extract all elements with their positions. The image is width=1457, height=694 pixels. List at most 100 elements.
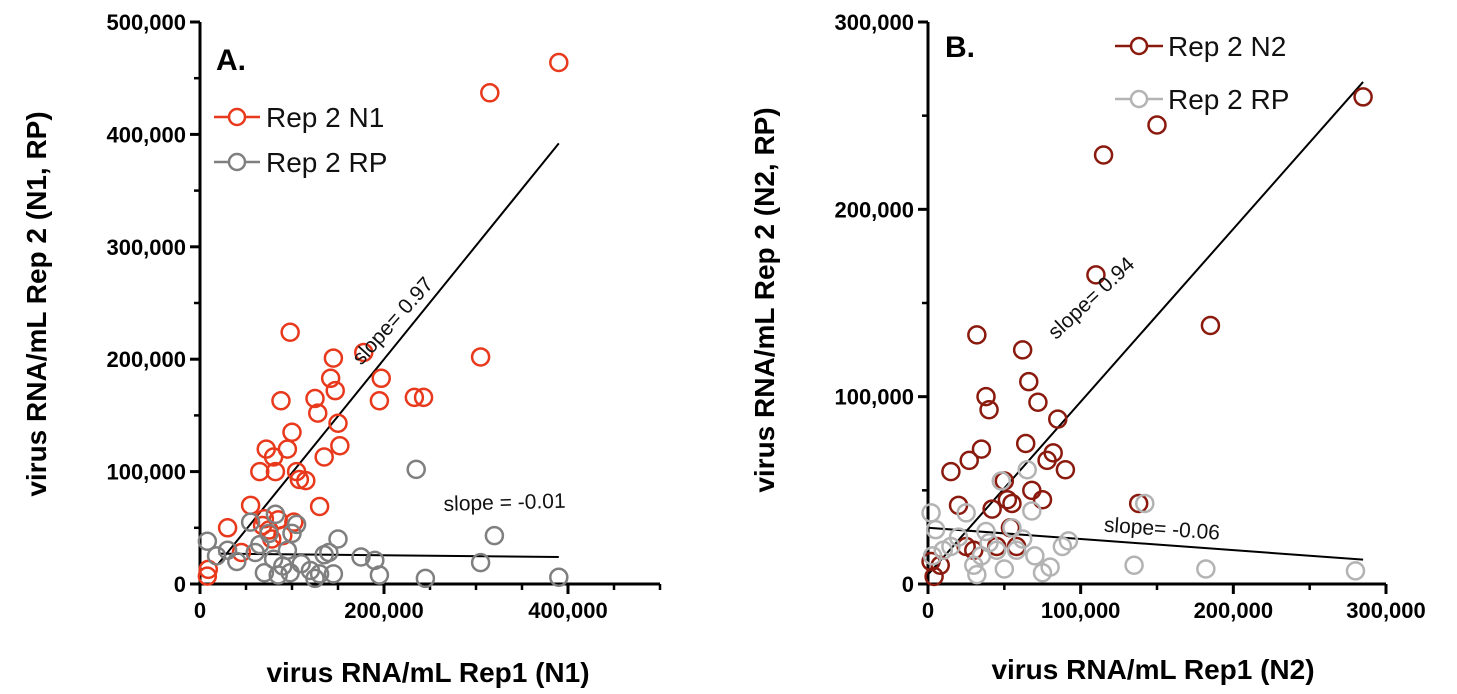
panel-b-chart: 0 100,000 200,000 300,000 0 100,000 200,000 300…	[749, 10, 1426, 685]
fit-line-1	[217, 142, 560, 565]
y-tick-label: 0	[174, 572, 186, 597]
data-point-b-series1	[997, 489, 1018, 510]
y-tick-label: 500,000	[106, 10, 186, 35]
data-point-a-series2	[470, 552, 491, 573]
data-point-a-series1	[277, 439, 298, 459]
data-point-b-series2	[948, 527, 969, 547]
data-point-a-series1	[284, 512, 304, 532]
data-point-a-series2	[305, 568, 325, 589]
data-point-b-series1	[1128, 493, 1149, 514]
y-tick-label: 200,000	[106, 347, 186, 372]
data-point-a-series1	[265, 461, 286, 482]
slope-annotation: slope= -0.06	[1103, 514, 1220, 545]
data-point-b-series1	[1086, 265, 1106, 285]
data-point-a-series1	[309, 496, 330, 517]
y-tick-label: 200,000	[834, 197, 914, 222]
data-point-a-series2	[484, 525, 505, 546]
data-point-a-series2	[265, 504, 286, 525]
data-point-b-series2	[1006, 540, 1027, 561]
panel-b-label: B.	[945, 31, 975, 64]
data-point-a-series2	[197, 531, 218, 552]
data-point-a-series2	[415, 568, 436, 589]
y-tick-label: 300,000	[834, 10, 914, 35]
legend-label-rep2-rp-b: Rep 2 RP	[1168, 84, 1289, 115]
data-point-a-series2	[309, 564, 330, 584]
data-point-b-series2	[1002, 518, 1022, 538]
legend-item-rep2-rp-b: Rep 2 RP	[1115, 84, 1289, 115]
data-point-a-series1	[413, 387, 434, 408]
data-point-b-series2	[1058, 531, 1079, 551]
data-point-a-series1	[280, 322, 300, 342]
x-tick-label: 200,000	[344, 598, 424, 623]
fit-line-2	[218, 552, 559, 559]
x-tick-label: 0	[194, 598, 206, 623]
panel-b-legend: Rep 2 N2 Rep 2 RP	[1115, 31, 1289, 115]
data-point-b-series2	[1040, 557, 1060, 577]
data-point-b-series2	[976, 521, 996, 542]
data-point-a-series2	[369, 565, 390, 585]
legend-marker-rep2-n2	[1129, 36, 1149, 56]
data-point-b-series2	[922, 546, 943, 566]
data-point-b-series1	[924, 566, 944, 587]
data-point-b-series1	[1093, 145, 1114, 165]
data-point-a-series1	[314, 447, 334, 467]
x-tick-label: 0	[922, 598, 934, 623]
data-point-b-series2	[991, 471, 1012, 491]
data-point-b-series2	[956, 503, 976, 523]
fit-line-1	[927, 81, 1364, 576]
data-point-b-series2	[1052, 536, 1073, 557]
data-point-b-series1	[1200, 315, 1221, 336]
data-point-a-series2	[277, 540, 298, 561]
data-point-b-series1	[959, 450, 979, 471]
data-point-a-series2	[328, 529, 348, 549]
data-point-a-series2	[406, 459, 426, 480]
data-point-b-series2	[921, 503, 941, 523]
data-point-a-series1	[404, 387, 425, 408]
data-point-b-series2	[967, 564, 987, 585]
data-point-b-series1	[1012, 340, 1033, 360]
y-tick-label: 100,000	[106, 460, 186, 485]
data-point-b-series1	[1022, 480, 1042, 501]
data-point-b-series1	[941, 461, 961, 482]
data-point-b-series1	[1002, 493, 1022, 514]
data-point-a-series2	[319, 542, 339, 563]
x-tick-label: 300,000	[1346, 598, 1426, 623]
data-point-a-series1	[470, 347, 491, 367]
legend-item-rep2-n1: Rep 2 N1	[214, 102, 384, 133]
data-point-a-series2	[268, 565, 288, 585]
data-point-b-series2	[1012, 529, 1033, 549]
data-point-a-series1	[289, 469, 310, 490]
data-point-b-series1	[1019, 371, 1039, 392]
y-tick-label: 100,000	[834, 385, 914, 410]
data-point-a-series1	[231, 542, 252, 563]
y-tick-label: 300,000	[106, 235, 186, 260]
data-point-b-series1	[1147, 115, 1167, 135]
data-point-a-series1	[323, 348, 344, 368]
data-point-a-series2	[323, 564, 344, 584]
panel-b-plot: 0 100,000 200,000 300,000 0 100,000 200,000 300…	[834, 10, 1425, 623]
data-point-b-series1	[971, 439, 992, 459]
panel-a-chart: 0 200,000 400,000 0 100,000 200,000 300,000 400…	[21, 10, 662, 688]
slope-annotation: slope= 0.94	[1044, 252, 1140, 343]
panel-a-x-axis-title: virus RNA/mL Rep1 (N1)	[266, 657, 589, 688]
legend-label-rep2-n2: Rep 2 N2	[1168, 31, 1286, 62]
legend-marker-rep2-rp-b	[1129, 89, 1149, 109]
data-point-a-series1	[197, 566, 218, 586]
legend-label-rep2-n1: Rep 2 N1	[266, 102, 384, 133]
y-tick-label: 400,000	[106, 122, 186, 147]
data-point-a-series1	[549, 52, 569, 73]
data-point-b-series2	[1022, 501, 1042, 521]
data-point-a-series1	[305, 388, 325, 409]
data-point-a-series1	[354, 342, 374, 363]
data-point-a-series1	[328, 413, 348, 434]
data-point-a-series1	[296, 470, 316, 491]
data-point-a-series1	[240, 495, 261, 516]
data-point-b-series2	[925, 519, 946, 540]
data-point-b-series1	[1015, 433, 1036, 454]
slope-annotation: slope= 0.97	[348, 273, 438, 370]
data-point-a-series1	[325, 380, 345, 401]
data-point-a-series1	[308, 403, 328, 423]
data-point-a-series1	[480, 83, 500, 103]
data-point-b-series2	[986, 540, 1007, 561]
